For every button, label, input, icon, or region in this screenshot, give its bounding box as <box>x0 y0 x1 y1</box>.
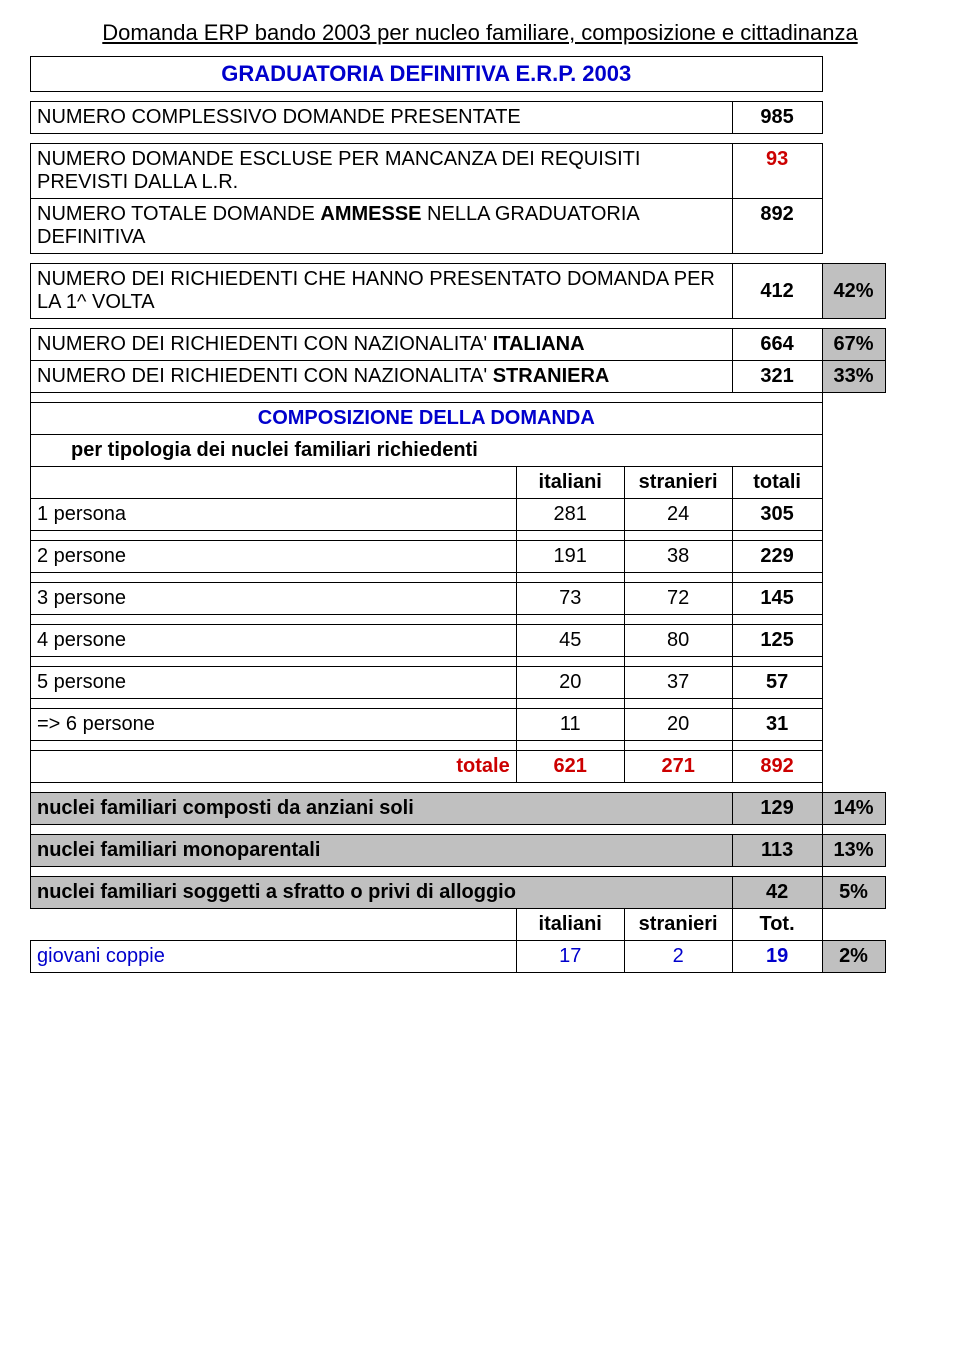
row-complessivo-label: NUMERO COMPLESSIVO DOMANDE PRESENTATE <box>31 102 733 134</box>
row-italiana-value: 664 <box>732 329 822 361</box>
row-straniera-pct: 33% <box>822 361 885 393</box>
table-row: 2 persone 191 38 229 <box>31 541 931 573</box>
row-straniera-value: 321 <box>732 361 822 393</box>
row-italiana-label: NUMERO DEI RICHIEDENTI CON NAZIONALITA' … <box>31 329 733 361</box>
row-prima-volta-label: NUMERO DEI RICHIEDENTI CHE HANNO PRESENT… <box>31 264 733 319</box>
row-ammesse-label: NUMERO TOTALE DOMANDE AMMESSE NELLA GRAD… <box>31 199 733 254</box>
row-ammesse-value: 892 <box>732 199 822 254</box>
row-complessivo-value: 985 <box>732 102 822 134</box>
document-title: Domanda ERP bando 2003 per nucleo famili… <box>30 20 930 46</box>
row-monoparentali: nuclei familiari monoparentali 113 13% <box>31 835 931 867</box>
row-giovani-coppie: giovani coppie 17 2 19 2% <box>31 941 931 973</box>
table-row: 3 persone 73 72 145 <box>31 583 931 615</box>
row-sfratto: nuclei familiari soggetti a sfratto o pr… <box>31 877 931 909</box>
col-totali: totali <box>732 467 822 499</box>
header-box: GRADUATORIA DEFINITIVA E.R.P. 2003 <box>31 57 823 92</box>
composizione-heading: COMPOSIZIONE DELLA DOMANDA <box>31 403 823 435</box>
row-italiana-pct: 67% <box>822 329 885 361</box>
table-row: 5 persone 20 37 57 <box>31 667 931 699</box>
row-prima-volta-value: 412 <box>732 264 822 319</box>
composizione-subheading: per tipologia dei nuclei familiari richi… <box>31 435 823 467</box>
row-escluse-label: NUMERO DOMANDE ESCLUSE PER MANCANZA DEI … <box>31 144 733 199</box>
table-row: => 6 persone 11 20 31 <box>31 709 931 741</box>
row-escluse-value: 93 <box>732 144 822 199</box>
col-italiani-2: italiani <box>516 909 624 941</box>
col-stranieri: stranieri <box>624 467 732 499</box>
row-anziani: nuclei familiari composti da anziani sol… <box>31 793 931 825</box>
table-row: 1 persona 281 24 305 <box>31 499 931 531</box>
row-straniera-label: NUMERO DEI RICHIEDENTI CON NAZIONALITA' … <box>31 361 733 393</box>
row-totale: totale 621 271 892 <box>31 751 931 783</box>
col-tot-2: Tot. <box>732 909 822 941</box>
row-prima-volta-pct: 42% <box>822 264 885 319</box>
col-stranieri-2: stranieri <box>624 909 732 941</box>
col-italiani: italiani <box>516 467 624 499</box>
table-row: 4 persone 45 80 125 <box>31 625 931 657</box>
main-table: GRADUATORIA DEFINITIVA E.R.P. 2003 NUMER… <box>30 56 930 973</box>
